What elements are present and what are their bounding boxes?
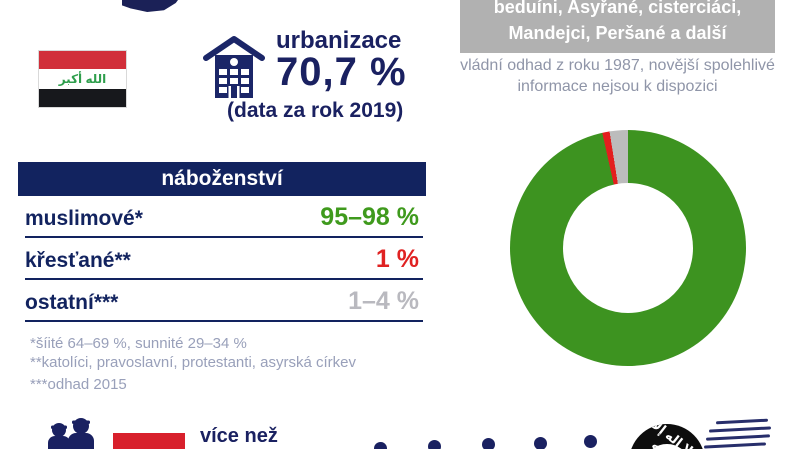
isis-seal-circle [647, 444, 687, 449]
religion-footnote-2: **katolíci, pravoslavní, protestanti, as… [30, 354, 356, 371]
ethnic-source-line2: informace nejsou k dispozici [517, 78, 718, 95]
building-icon [203, 36, 265, 98]
religion-row-value: 1–4 % [348, 287, 419, 315]
trajectory-dot [584, 435, 597, 448]
religion-table-header: náboženství [18, 162, 426, 196]
donut-hole [563, 183, 693, 313]
religion-donut-chart [510, 130, 746, 366]
urbanization-value: 70,7 % [276, 50, 407, 94]
red-flag-icon [113, 433, 185, 449]
urbanization-year-note: (data za rok 2019) [227, 99, 404, 122]
religion-row-muslims: muslimové* 95–98 % [18, 203, 426, 231]
flag-white-stripe: الله أكبر [39, 69, 126, 89]
ethnic-source-note: vládní odhad z roku 1987, novější spoleh… [450, 55, 785, 97]
ethnic-groups-box: beduíni, Asyřané, cisterciáci, Mandejci,… [460, 0, 775, 53]
religion-footnote-3: ***odhad 2015 [30, 376, 127, 393]
urbanization-label: urbanizace [276, 27, 402, 54]
ethnic-source-line1: vládní odhad z roku 1987, novější spoleh… [460, 57, 775, 74]
row-divider [25, 236, 423, 238]
religion-row-label: ostatní*** [25, 291, 119, 314]
trajectory-dot [374, 442, 387, 449]
motion-line [705, 434, 771, 441]
iraq-flag-icon: الله أكبر [38, 50, 127, 108]
trajectory-dot [534, 437, 547, 449]
flag-arabic-script: الله أكبر [58, 71, 107, 86]
iraq-map-fragment-icon [122, 0, 178, 12]
religion-row-others: ostatní*** 1–4 % [18, 287, 426, 315]
religion-row-value: 1 % [375, 245, 419, 273]
ethnic-groups-line1: beduíni, Asyřané, cisterciáci, [493, 0, 742, 17]
soldiers-icon [48, 418, 94, 449]
religion-footnote-1: *šíité 64–69 %, sunnité 29–34 % [30, 335, 247, 352]
more-than-label: více než [200, 425, 278, 447]
trajectory-dot [428, 440, 441, 449]
ethnic-groups-line2: Mandejci, Peršané a další [508, 23, 727, 43]
religion-row-value: 95–98 % [320, 203, 419, 231]
motion-line [715, 418, 769, 425]
trajectory-dot [482, 438, 495, 449]
flag-black-stripe [39, 88, 126, 107]
isis-emblem-icon: لا إله إلا الله [629, 424, 705, 449]
religion-row-christians: křesťané** 1 % [18, 245, 426, 273]
religion-row-label: muslimové* [25, 207, 143, 230]
row-divider [25, 278, 423, 280]
flag-red-stripe [39, 51, 126, 70]
motion-line [708, 426, 772, 433]
row-divider [25, 320, 423, 322]
motion-line [703, 442, 767, 449]
religion-row-label: křesťané** [25, 249, 131, 272]
